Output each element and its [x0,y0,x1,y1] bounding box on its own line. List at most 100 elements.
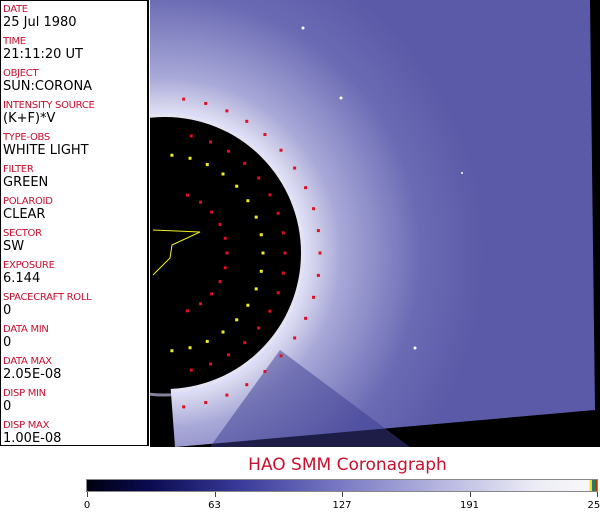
grid-point-inner [218,222,222,226]
colorbar [86,479,598,492]
grid-point-yellow [170,153,174,157]
grid-point-outer [204,101,208,105]
grid-point-red [227,149,231,153]
grid-point-yellow [235,184,239,188]
grid-point-yellow [205,339,209,343]
grid-point-inner [223,266,227,270]
field-label: TYPE-OBS [3,132,50,143]
coronagraph-svg [21,0,595,447]
field-value: 0 [3,335,12,350]
grid-point-red [243,161,247,165]
field-label: OBJECT [3,68,39,79]
grid-point-inner [185,193,189,197]
grid-point-red [243,341,247,345]
field-value: 1.00E-08 [3,431,62,446]
grid-point-red [283,251,287,255]
field-label: DISP MIN [3,388,46,399]
field-label: DATE [3,4,28,15]
grid-point-red [257,326,261,330]
dark-streamer [210,350,410,447]
field-value: (K+F)*V [3,111,56,126]
field-label: INTENSITY SOURCE [3,100,95,111]
colorbar-tick [342,492,343,497]
grid-point-yellow [221,330,225,334]
grid-point-red [276,291,280,295]
info-panel: DATE 25 Jul 1980 TIME 21:11:20 UT OBJECT SUN:… [0,0,149,446]
grid-point-outer [318,251,322,255]
field-label: DISP MAX [3,420,50,431]
grid-point-yellow [259,233,263,237]
field-value: 21:11:20 UT [3,47,83,62]
colorbar-tick [214,492,216,497]
field-label: DATA MAX [3,356,52,367]
plot-title: HAO SMM Coronagraph [248,455,447,475]
grid-point-red [227,353,231,357]
grid-point-outer [182,405,186,409]
grid-point-red [257,176,261,180]
grid-point-outer [263,133,267,137]
grid-point-inner [199,200,203,204]
grid-point-red [281,231,285,235]
grid-point-outer [279,354,283,358]
field-label: TIME [3,36,26,47]
field-label: EXPOSURE [3,260,55,271]
field-value: SUN:CORONA [3,79,93,94]
field-label: SPACECRAFT ROLL [3,292,92,303]
grid-point-red [209,362,213,366]
grid-point-outer [293,166,297,170]
grid-point-inner [223,236,227,240]
sector-outline [152,229,201,276]
grid-point-yellow [254,215,258,219]
field-value: CLEAR [3,207,46,222]
grid-point-yellow [246,303,250,307]
grid-point-outer [312,295,316,299]
grid-point-outer [304,316,308,320]
grid-point-yellow [254,287,258,291]
grid-point-outer [204,401,208,405]
field-value: WHITE LIGHT [3,143,89,158]
grid-point-outer [245,383,249,387]
grid-point-red [281,271,285,275]
grid-point-yellow [235,318,239,322]
star [301,26,305,30]
colorbar-tick-label: 191 [459,500,480,511]
grid-point-outer [182,97,186,101]
star [461,172,463,174]
grid-point-yellow [188,346,192,350]
field-value: GREEN [3,175,49,190]
grid-point-inner [199,302,203,306]
grid-point-outer [263,369,267,373]
colorbar-tick-label: 0 [83,500,91,511]
colorbar-tick-label: 63 [208,500,221,511]
field-value: SW [3,239,25,254]
grid-point-red [276,211,280,215]
star [413,346,417,350]
field-label: POLAROID [3,196,53,207]
grid-point-outer [293,336,297,340]
grid-point-red [189,134,193,138]
coronagraph-image[interactable] [21,0,600,447]
grid-point-outer [245,119,249,123]
grid-point-yellow [188,156,192,160]
grid-point-outer [312,207,316,211]
grid-point-yellow [259,269,263,273]
grid-point-outer [225,109,229,113]
grid-point-outer [304,186,308,190]
grid-point-yellow [170,349,174,353]
grid-point-red [268,193,272,197]
grid-point-yellow [205,163,209,167]
colorbar-tick [87,492,88,497]
grid-point-outer [316,229,320,233]
grid-point-yellow [221,172,225,176]
field-value: 6.144 [3,271,41,286]
grid-point-inner [185,309,189,313]
grid-point-outer [225,393,229,397]
colorbar-tick-label: 255 [587,500,600,511]
grid-point-yellow [246,199,250,203]
grid-point-inner [218,280,222,284]
star [339,96,343,100]
colorbar-tick [597,492,598,497]
grid-point-red [268,309,272,313]
colorbar-tick-label: 127 [332,500,352,511]
grid-point-red [209,140,213,144]
